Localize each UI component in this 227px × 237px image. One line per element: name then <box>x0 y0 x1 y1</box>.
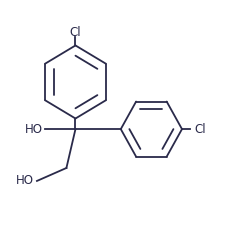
Text: Cl: Cl <box>69 26 81 39</box>
Text: HO: HO <box>25 123 42 136</box>
Text: HO: HO <box>15 174 33 187</box>
Text: Cl: Cl <box>194 123 205 136</box>
